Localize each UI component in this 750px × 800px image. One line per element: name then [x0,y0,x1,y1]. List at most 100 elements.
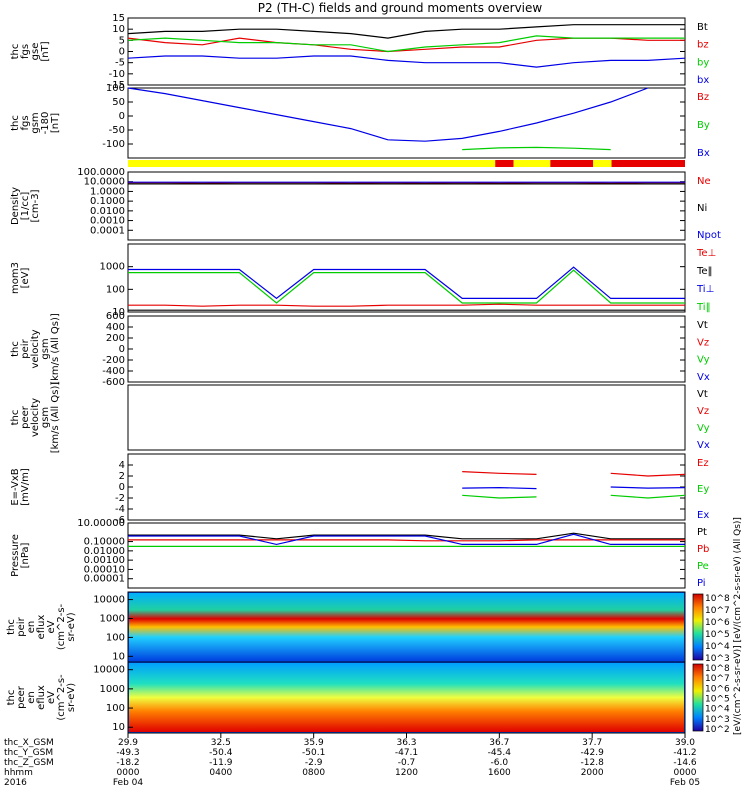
y-axis-label: velocity [30,329,41,368]
y-tick-label: 50 [112,97,125,108]
colorbar-tick-label: 10^6 [705,684,730,694]
x-tick-label: -11.9 [209,758,233,768]
y-tick-label: 10.0000 [84,177,125,188]
colorbar-tick-label: 10^6 [705,618,730,628]
legend-entry: bz [697,40,709,51]
x-tick-label: -0.7 [398,758,416,768]
series-line-te [128,303,685,307]
y-tick-label: 100.0000 [77,167,125,178]
y-tick-label: 10 [112,307,125,318]
y-tick-label: -200 [102,355,125,366]
y-tick-label: 10.00000 [77,518,125,529]
y-tick-label: 0.00001 [84,574,125,585]
y-tick-label: 10000 [93,665,125,676]
x-tick-label: -45.4 [488,748,512,758]
y-axis-label: (cm^2-s- [56,603,67,650]
panel-frame [127,522,686,589]
series-line-by [462,146,611,151]
y-tick-label: -2 [115,493,125,504]
x-row-label: thc_X_GSM [4,738,54,748]
y-tick-label: 0.0010 [90,216,125,227]
y-axis-label: -180 [40,112,51,135]
y-tick-label: 0.1000 [90,196,125,207]
y-axis-label: eV [46,691,57,704]
legend-entry: Npot [697,230,721,241]
series-line-ey [462,494,686,499]
legend-entry: Pb [697,544,709,555]
legend-entry: Ex [697,510,709,521]
panel-frame [127,315,686,383]
panel-region-flag [128,160,685,167]
y-axis-label: peir [20,338,31,358]
legend-entry: By [697,120,710,131]
legend-entry: Pt [697,527,707,538]
y-tick-label: 100 [106,284,125,295]
x-tick-label: -50.4 [209,748,233,758]
figure-title: P2 (TH-C) fields and ground moments over… [258,1,543,15]
x-tick-label: -49.3 [116,748,139,758]
series-line-ne [128,182,685,184]
x-tick-label: 39.0 [675,738,695,748]
y-axis-label: thc [10,410,21,426]
y-axis-label: sr-eV) [66,683,77,712]
x-row-label: hhmm [4,768,33,778]
legend-entry: Vz [697,337,709,348]
legend-entry: Vy [697,423,710,434]
y-axis-label: en [26,691,37,704]
x-row-label: thc_Z_GSM [4,758,54,768]
x-row-label: 2016 [4,778,27,788]
y-tick-label: 0.10000 [84,537,125,548]
legend-entry: Pe [697,561,709,572]
x-tick-label: -50.1 [302,748,325,758]
series-line-ti [128,266,685,300]
y-axis-label: E=-VxB [10,468,21,505]
x-tick-label: Feb 04 [113,778,144,788]
y-tick-label: 10 [112,24,125,35]
y-axis-label: [nT] [50,113,61,133]
colorbar-tick-label: 10^3 [705,715,730,725]
y-tick-label: 0.00100 [84,555,125,566]
colorbar-label: [eV/(cm^2-s-sr-eV)] [eV/(cm^2-s-sr-eV) (… [733,517,743,735]
y-tick-label: 100 [106,83,125,94]
y-tick-label: 2 [119,471,125,482]
flag-segment [128,160,496,167]
y-tick-label: 0 [119,111,125,122]
x-tick-label: 1600 [488,768,511,778]
legend-entry: Vz [697,406,709,417]
y-axis-label: Pressure [10,534,21,577]
y-axis-label: velocity [30,398,41,437]
flag-segment [550,160,594,167]
y-axis-label: thc [6,690,17,706]
panel-frame [127,453,686,521]
series-line-ex [462,486,686,490]
legend-entry: by [697,57,709,68]
x-tick-label: -14.6 [673,758,697,768]
legend-entry: Vt [697,389,708,400]
y-tick-label: 600 [106,311,125,322]
y-axis-label: gsm [30,112,41,133]
y-axis-label: gsm [40,407,51,428]
x-tick-label: 37.7 [582,738,602,748]
panel-frame [127,17,686,86]
y-axis-label: thc [10,341,21,357]
flag-segment [611,160,685,167]
panel-peer-spectrogram: 10^810^710^610^510^410^310^2 [eV/(cm^2-s-… [6,517,743,735]
y-axis-label: [eV] [20,268,31,289]
y-axis-label: [km/s (All Qs)] [50,313,61,385]
y-axis-label: [mV/m] [20,468,31,506]
y-axis-label: peir [16,616,27,636]
y-tick-label: 10000 [93,595,125,606]
y-axis-label: en [26,621,37,634]
legend-entry: Ni [697,203,707,214]
flag-segment [593,160,612,167]
y-tick-label: -6 [115,515,125,526]
y-tick-label: 0 [119,344,125,355]
series-line-ez [462,471,686,477]
panel-frame [127,243,686,313]
x-tick-label: 35.9 [304,738,324,748]
heatmap-cells [129,663,684,732]
